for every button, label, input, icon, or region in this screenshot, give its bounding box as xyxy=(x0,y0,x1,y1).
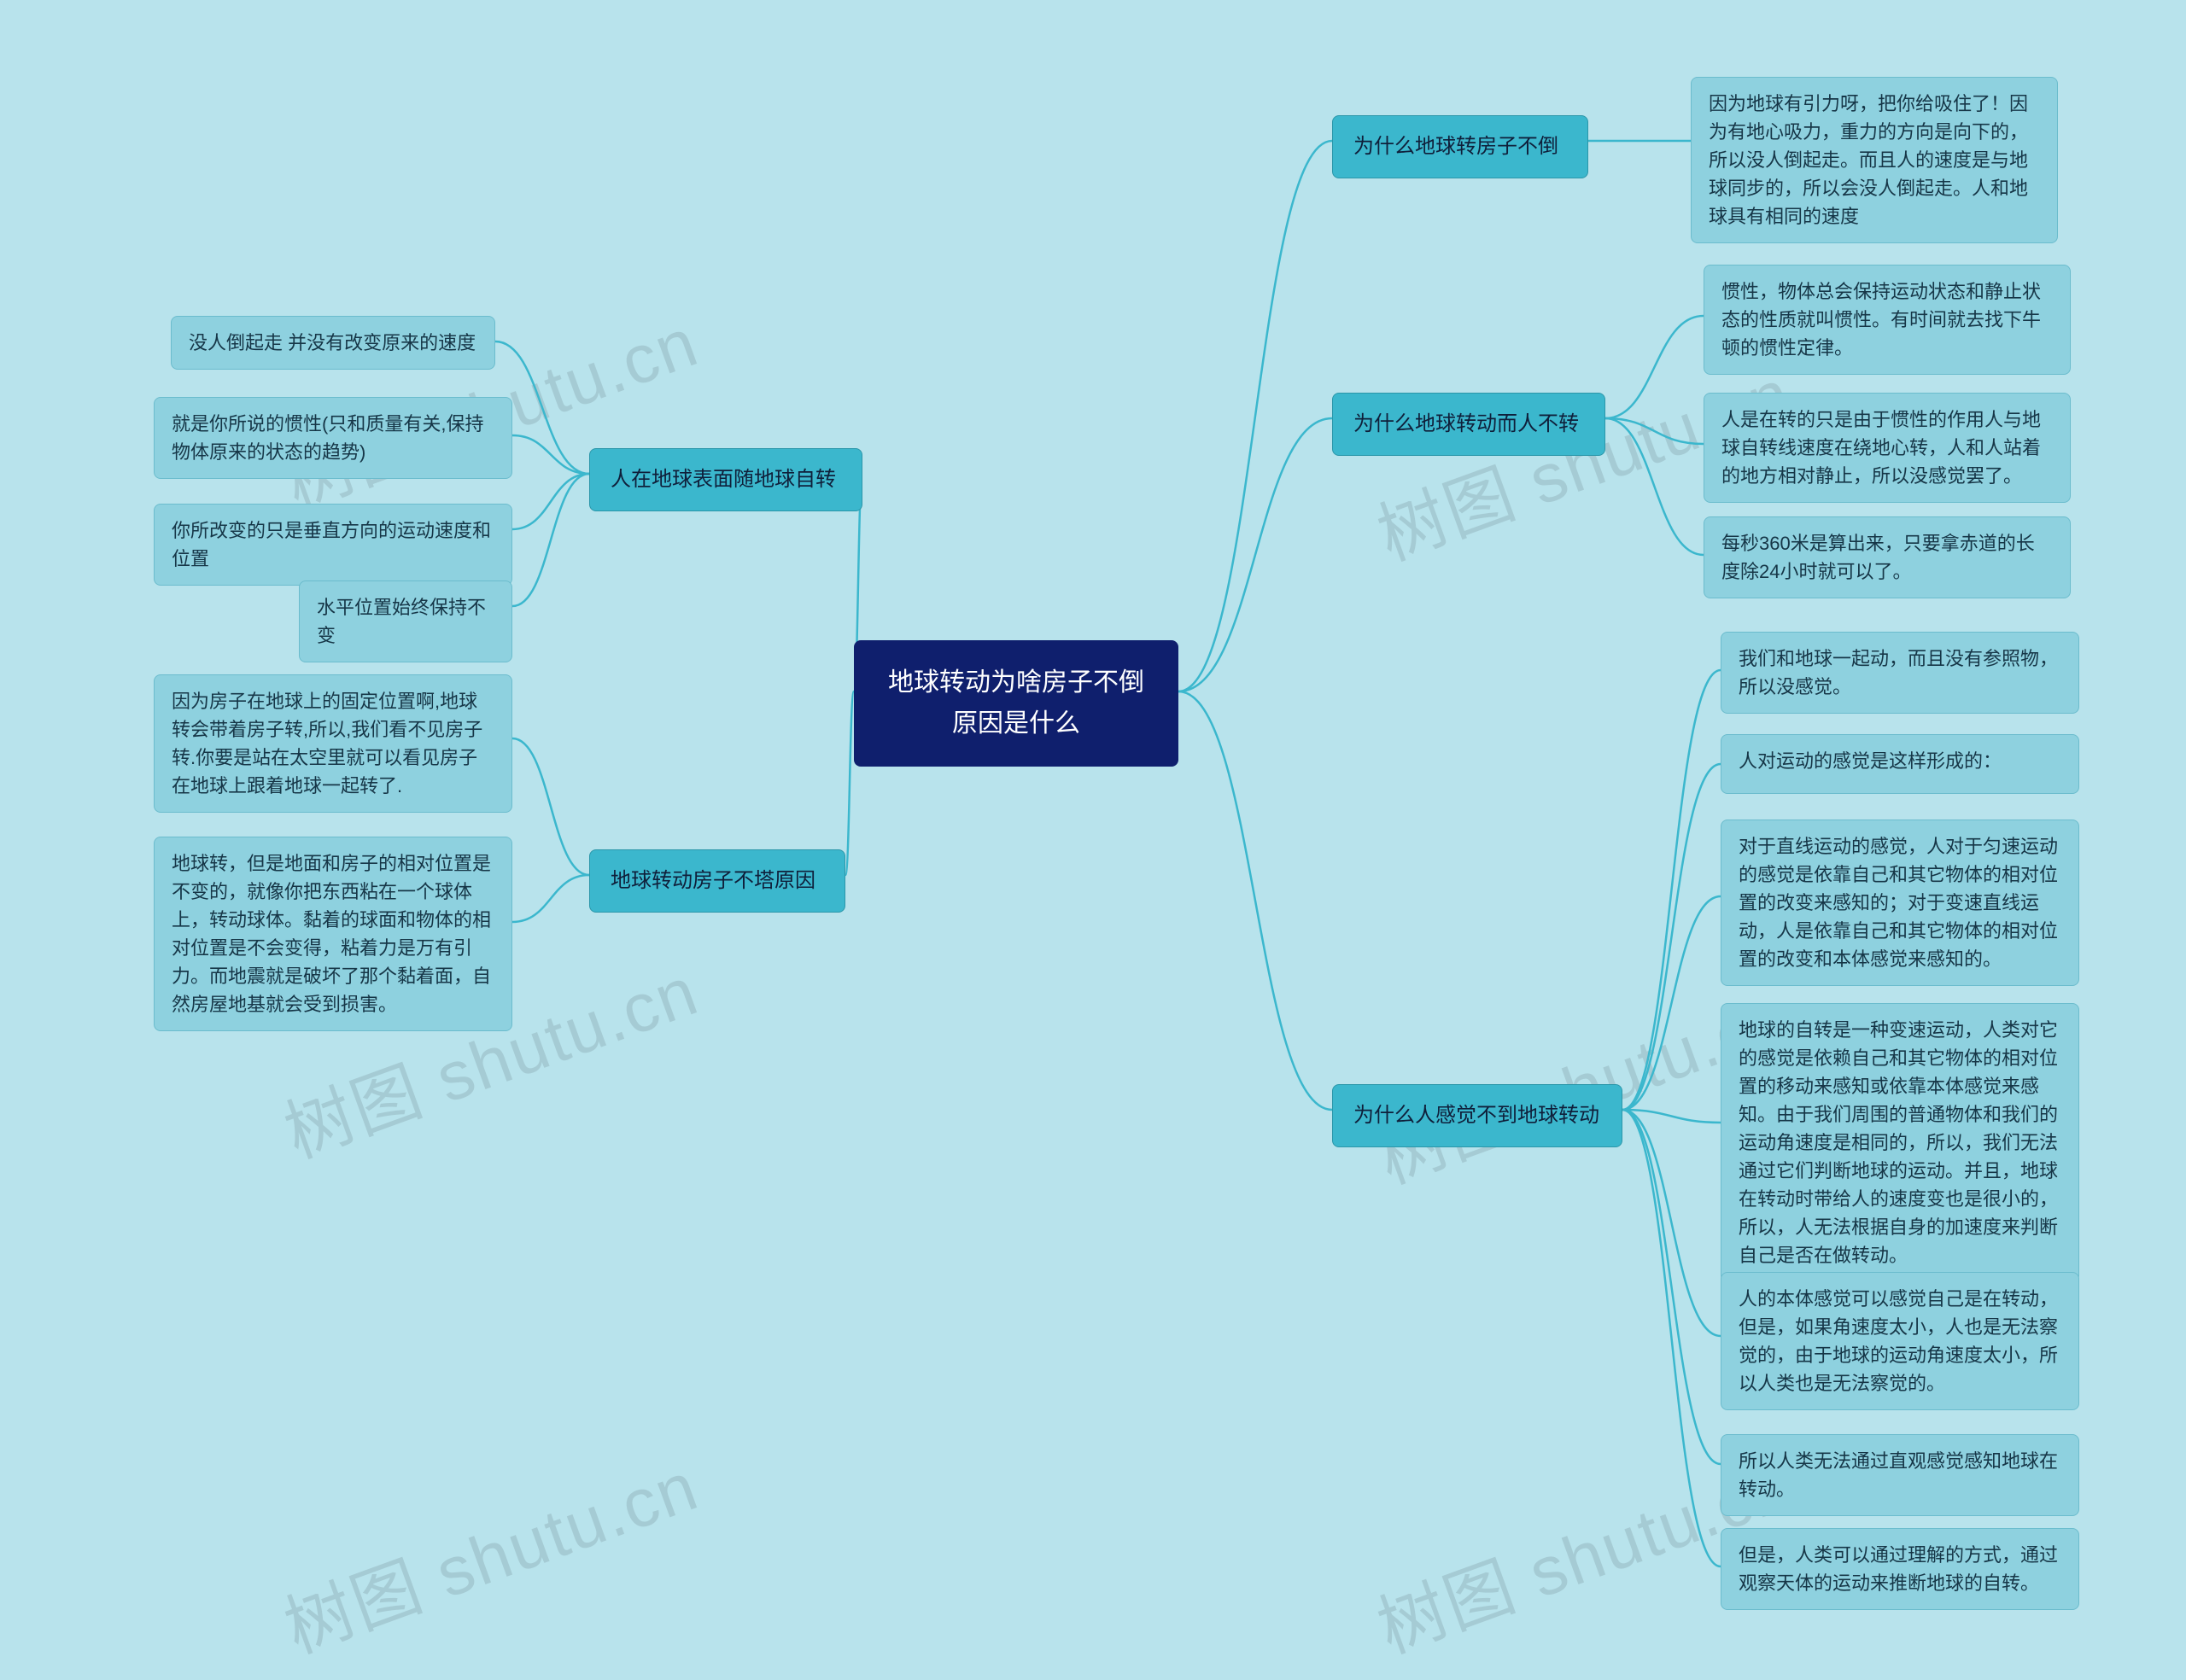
leaf-node: 因为地球有引力呀，把你给吸住了！因为有地心吸力，重力的方向是向下的，所以没人倒起… xyxy=(1691,77,2058,243)
leaf-node: 你所改变的只是垂直方向的运动速度和位置 xyxy=(154,504,512,586)
branch-node: 为什么人感觉不到地球转动 xyxy=(1332,1084,1622,1147)
leaf-node: 就是你所说的惯性(只和质量有关,保持物体原来的状态的趋势) xyxy=(154,397,512,479)
branch-node: 为什么地球转房子不倒 xyxy=(1332,115,1588,178)
leaf-node: 我们和地球一起动，而且没有参照物，所以没感觉。 xyxy=(1721,632,2079,714)
leaf-node: 水平位置始终保持不变 xyxy=(299,580,512,662)
leaf-node: 每秒360米是算出来，只要拿赤道的长度除24小时就可以了。 xyxy=(1704,516,2071,598)
leaf-node: 但是，人类可以通过理解的方式，通过观察天体的运动来推断地球的自转。 xyxy=(1721,1528,2079,1610)
branch-node: 地球转动房子不塔原因 xyxy=(589,849,845,913)
leaf-node: 因为房子在地球上的固定位置啊,地球转会带着房子转,所以,我们看不见房子转.你要是… xyxy=(154,674,512,813)
branch-node: 人在地球表面随地球自转 xyxy=(589,448,862,511)
leaf-node: 人是在转的只是由于惯性的作用人与地球自转线速度在绕地心转，人和人站着的地方相对静… xyxy=(1704,393,2071,503)
leaf-node: 所以人类无法通过直观感觉感知地球在转动。 xyxy=(1721,1434,2079,1516)
leaf-node: 地球的自转是一种变速运动，人类对它的感觉是依赖自己和其它物体的相对位置的移动来感… xyxy=(1721,1003,2079,1282)
leaf-node: 地球转，但是地面和房子的相对位置是不变的，就像你把东西粘在一个球体上，转动球体。… xyxy=(154,837,512,1031)
leaf-node: 人的本体感觉可以感觉自己是在转动，但是，如果角速度太小，人也是无法察觉的，由于地… xyxy=(1721,1272,2079,1410)
leaf-node: 人对运动的感觉是这样形成的： xyxy=(1721,734,2079,794)
mindmap-canvas: 树图 shutu.cn树图 shutu.cn树图 shutu.cn树图 shut… xyxy=(0,0,2186,1680)
leaf-node: 惯性，物体总会保持运动状态和静止状态的性质就叫惯性。有时间就去找下牛顿的惯性定律… xyxy=(1704,265,2071,375)
root-node: 地球转动为啥房子不倒 原因是什么 xyxy=(854,640,1178,767)
leaf-node: 对于直线运动的感觉，人对于匀速运动的感觉是依靠自己和其它物体的相对位置的改变来感… xyxy=(1721,820,2079,986)
branch-node: 为什么地球转动而人不转 xyxy=(1332,393,1605,456)
leaf-node: 没人倒起走 并没有改变原来的速度 xyxy=(171,316,495,370)
watermark: 树图 shutu.cn xyxy=(269,1432,710,1672)
